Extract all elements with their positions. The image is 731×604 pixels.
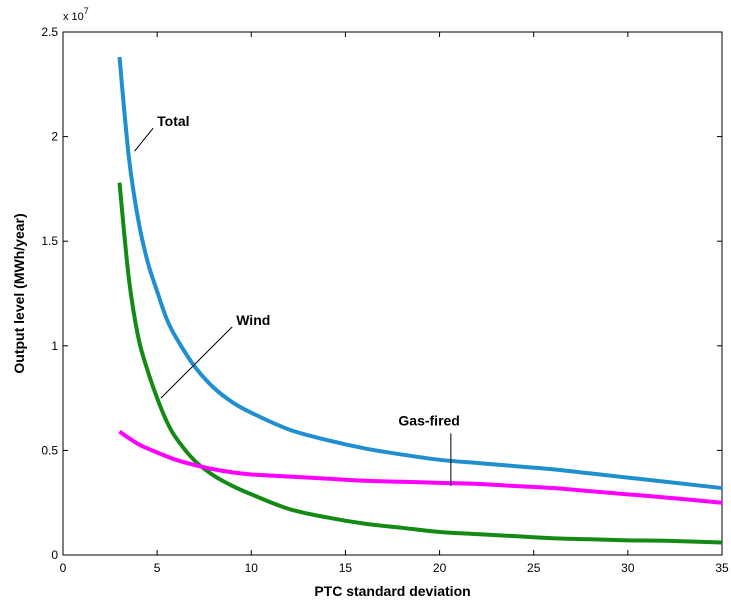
x-tick-label: 20 [433, 561, 447, 575]
y-tick-label: 0 [51, 548, 58, 562]
x-tick-label: 5 [154, 561, 161, 575]
annotation-label-wind: Wind [236, 312, 270, 328]
x-tick-label: 30 [621, 561, 635, 575]
y-axis-label: Output level (MWh/year) [11, 213, 27, 373]
series-line-gas-fired [118, 429, 723, 505]
y-axis-multiplier: x 107 [63, 6, 89, 23]
x-tick-label: 15 [339, 561, 353, 575]
annotation-label-total: Total [157, 113, 189, 129]
y-tick-label: 2 [51, 130, 58, 144]
annotation-leader-total [134, 127, 154, 152]
y-tick-label: 2.5 [41, 25, 58, 39]
tick-layer: 0 5 10 15 20 25 30 35 0 0.5 1 1.5 2 2.5 [41, 25, 729, 575]
x-tick-label: 25 [527, 561, 541, 575]
annotation-layer: Total Wind Gas-fired [134, 113, 460, 486]
x-tick-label: 10 [245, 561, 259, 575]
annotation-leader-wind [160, 326, 233, 399]
series-line-wind [117, 182, 723, 545]
y-tick-label: 1 [51, 339, 58, 353]
plot-area [62, 31, 723, 556]
x-axis-label: PTC standard deviation [314, 583, 470, 599]
series-layer [117, 56, 723, 545]
x-tick-label: 35 [715, 561, 729, 575]
x-tick-label: 0 [60, 561, 67, 575]
series-line-total [117, 56, 723, 491]
y-tick-label: 0.5 [41, 443, 58, 457]
annotation-label-gas-fired: Gas-fired [398, 412, 459, 428]
plot-frame [62, 31, 723, 556]
y-tick-label: 1.5 [41, 234, 58, 248]
